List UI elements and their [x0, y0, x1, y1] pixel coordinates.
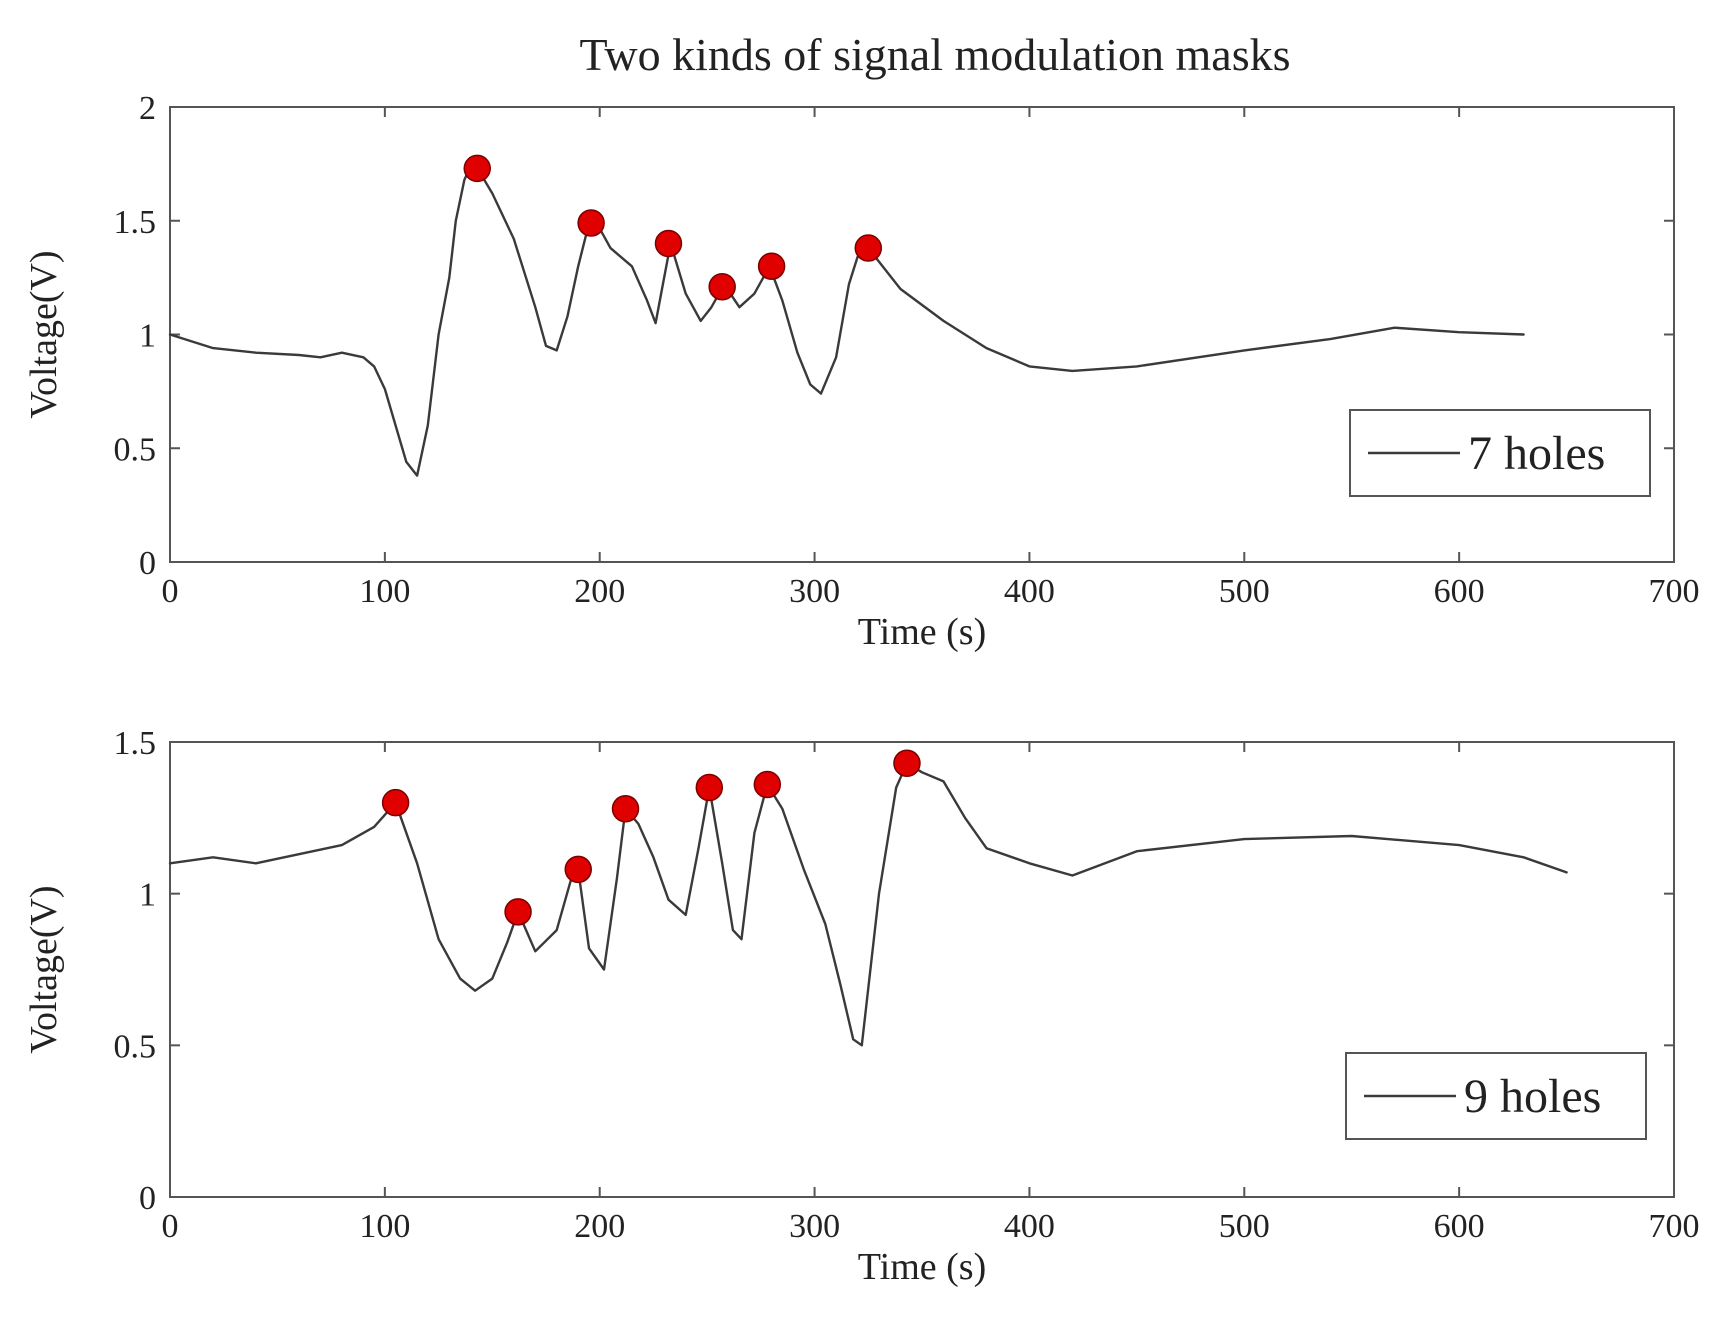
panel1-y-tick-label: 2	[139, 90, 156, 127]
panel1-legend-label: 7 holes	[1468, 427, 1605, 480]
panel1-series-line-1	[168, 164, 1525, 477]
panel2-peak-marker-6	[753, 770, 782, 799]
panel1-peak-marker-6	[854, 234, 883, 262]
panel1-peak-marker-2	[577, 209, 605, 237]
panel2-y-tick-label: 0.5	[114, 1028, 157, 1065]
panel2-y-tick-label: 0	[139, 1180, 156, 1217]
panel2-y-axis-label: Voltage(V)	[23, 885, 65, 1053]
panel2-y-tick-label: 1.5	[114, 725, 157, 762]
panel2-x-tick-label: 600	[1434, 1208, 1485, 1245]
panel1-y-tick-label: 1	[139, 318, 156, 355]
panel1-x-tick-label: 700	[1649, 573, 1700, 610]
panel1-x-tick-label: 500	[1219, 573, 1270, 610]
panel2-legend-label: 9 holes	[1464, 1070, 1601, 1123]
panel2-peak-marker-5	[695, 773, 724, 802]
panel2-x-tick-label: 0	[162, 1208, 179, 1245]
panel2-peak-marker-2	[504, 898, 532, 926]
panel1-y-axis-label: Voltage(V)	[23, 250, 65, 418]
panel2-x-tick-label: 300	[789, 1208, 840, 1245]
panel1-y-tick-label: 0.5	[114, 431, 157, 468]
panel2-x-tick-label: 100	[359, 1208, 410, 1245]
panel1-x-tick-label: 200	[574, 573, 625, 610]
panel2-series-line-1	[168, 762, 1568, 1047]
panel2-x-tick-label: 400	[1004, 1208, 1055, 1245]
panel1-x-axis-label: Time (s)	[858, 611, 986, 653]
panel2-x-tick-label: 500	[1219, 1208, 1270, 1245]
chart-title: Two kinds of signal modulation masks	[579, 29, 1290, 80]
panel2-x-axis-label: Time (s)	[858, 1246, 986, 1288]
panel1-peak-marker-1	[463, 154, 491, 183]
panel2-axes-frame	[169, 741, 1675, 1198]
panel1-peak-marker-3	[654, 229, 683, 258]
panel2-peak-marker-1	[381, 788, 410, 817]
panel1-x-tick-label: 300	[789, 573, 840, 610]
panel1-peak-marker-4	[708, 272, 736, 301]
panel2-peak-marker-7	[893, 749, 921, 777]
panel1-x-tick-label: 400	[1004, 573, 1055, 610]
panel1-x-tick-label: 600	[1434, 573, 1485, 610]
panel2-peak-marker-3	[564, 855, 592, 884]
panel1-legend-box	[1349, 409, 1651, 497]
panel1-y-tick-label: 0	[139, 545, 156, 582]
panel1-peak-marker-5	[757, 252, 786, 280]
panel2-x-tick-label: 700	[1649, 1208, 1700, 1245]
panel1-x-tick-label: 100	[359, 573, 410, 610]
panel1-y-tick-label: 1.5	[114, 204, 157, 241]
panel2-y-tick-label: 1	[139, 877, 156, 914]
panel1-x-tick-label: 0	[162, 573, 179, 610]
panel2-x-tick-label: 200	[574, 1208, 625, 1245]
panel2-peak-marker-4	[611, 794, 640, 823]
